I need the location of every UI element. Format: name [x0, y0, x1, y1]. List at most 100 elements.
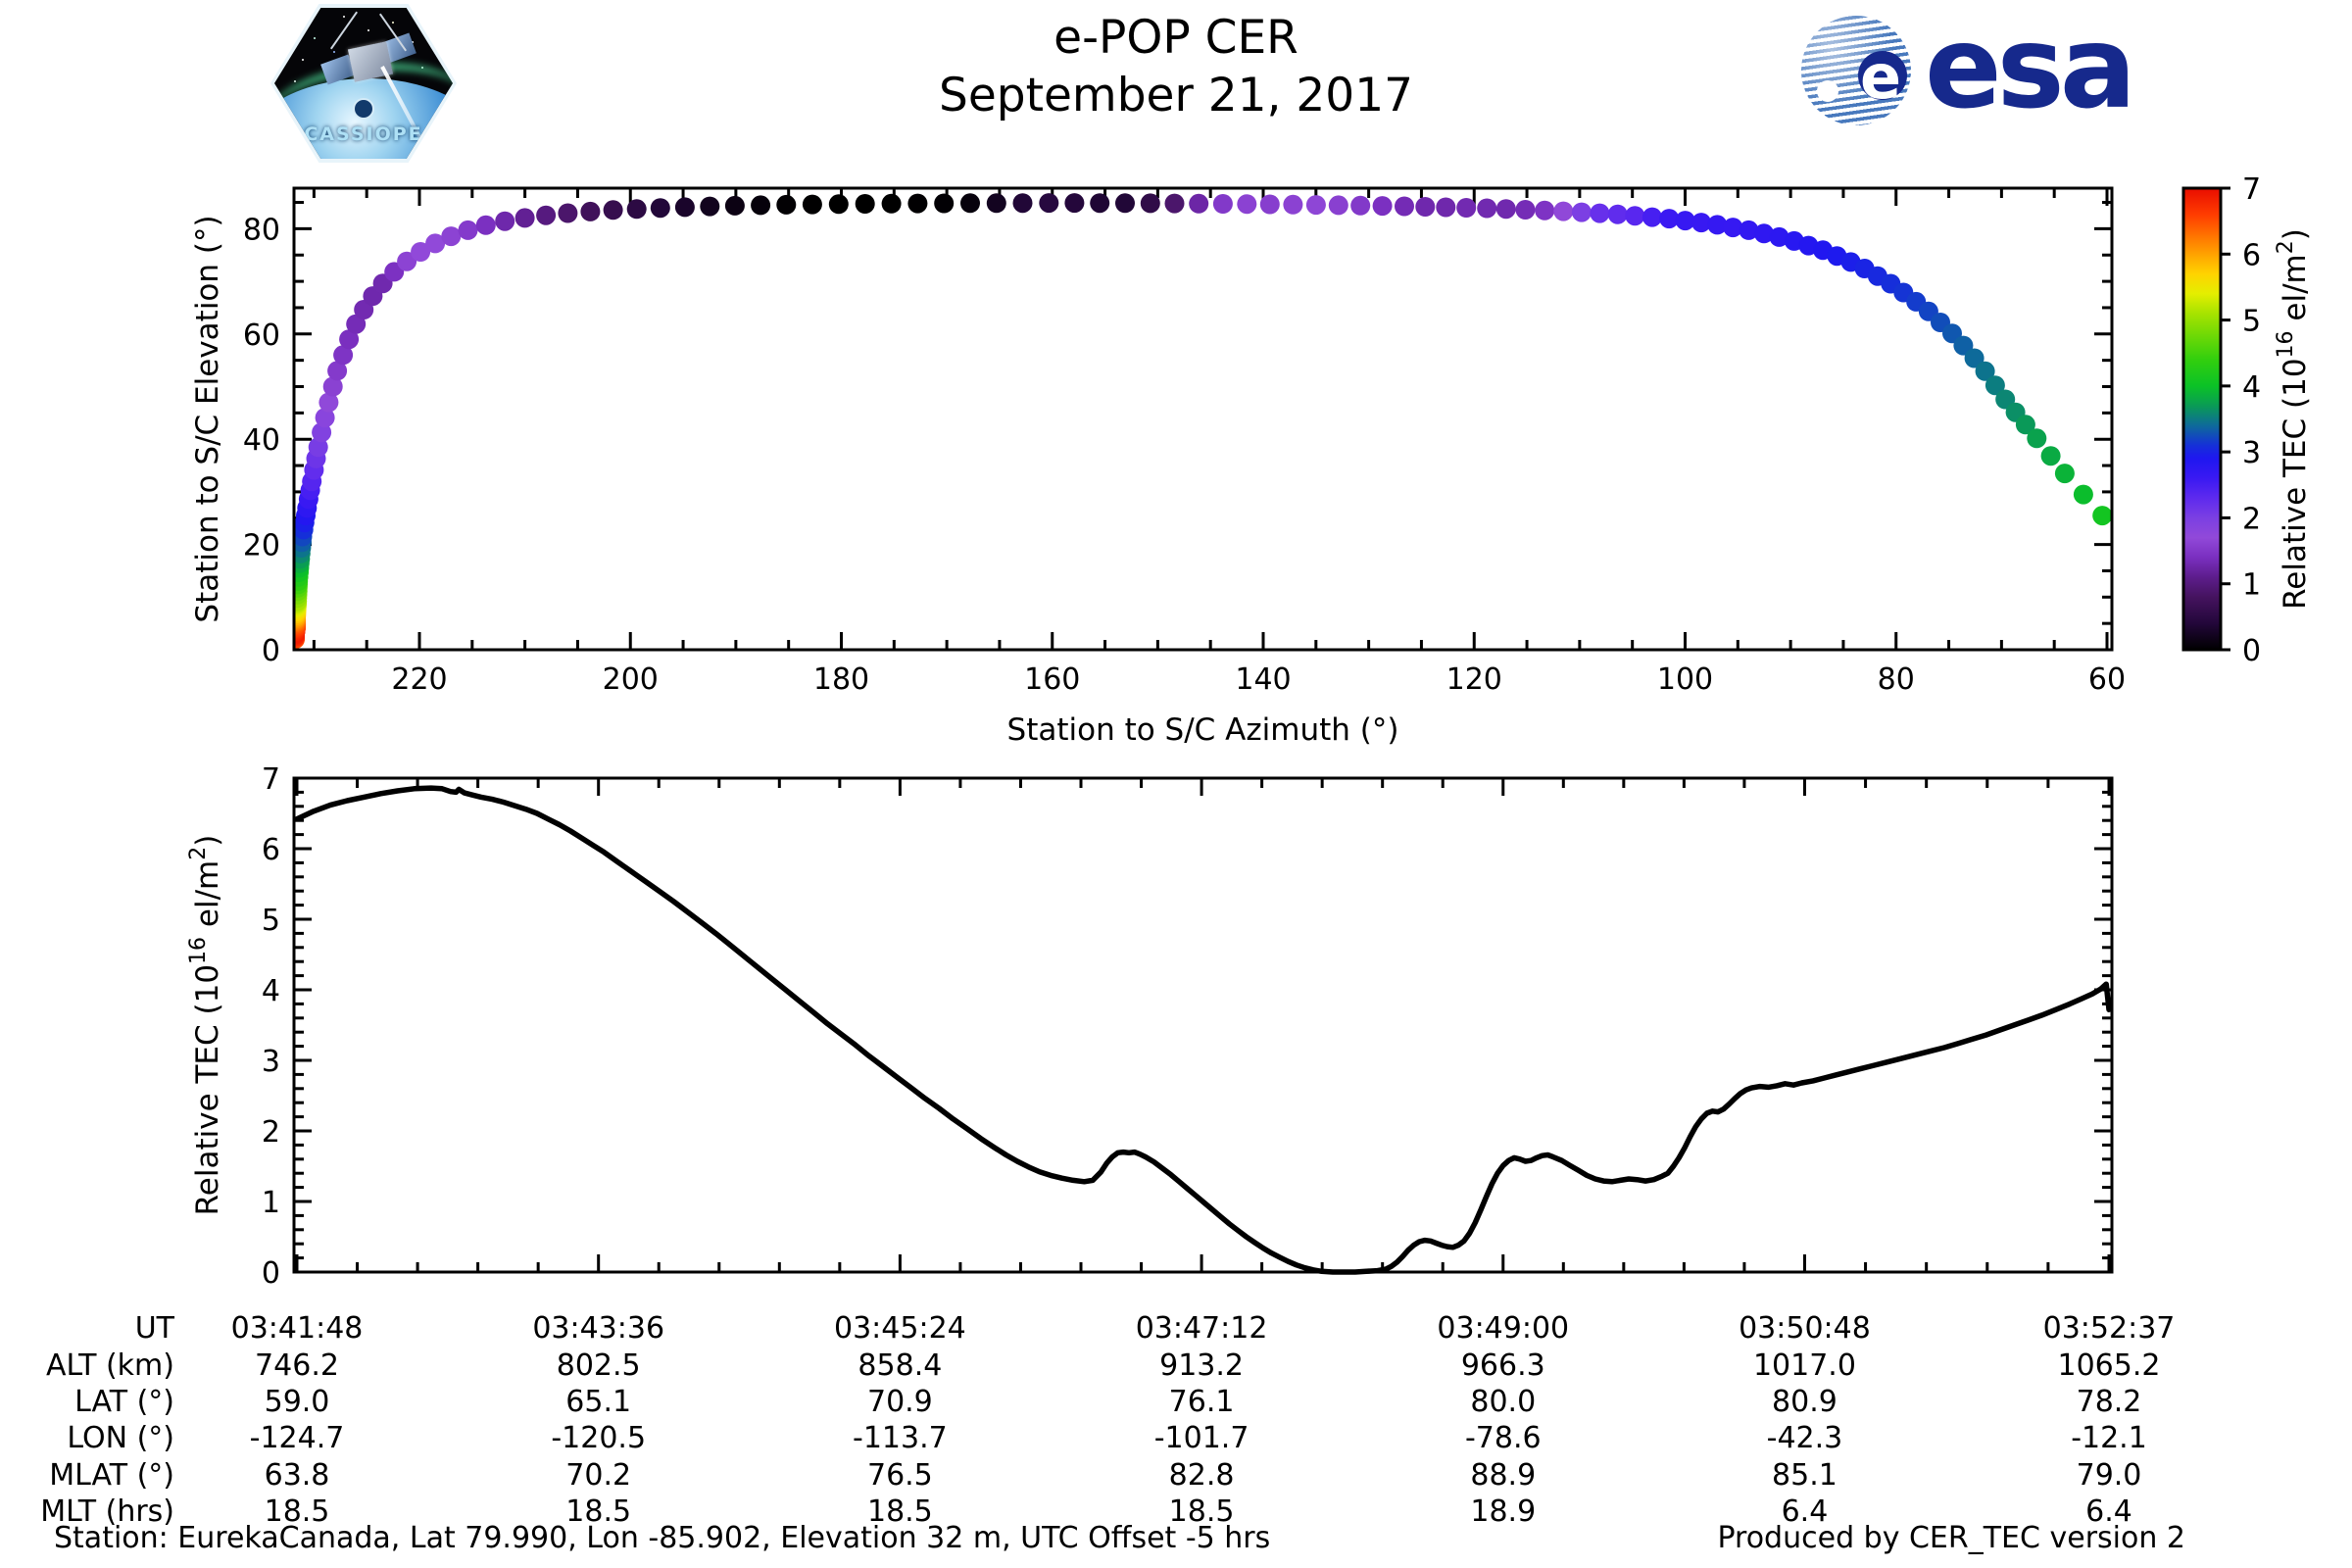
table-cell-mlat: 76.5: [866, 1458, 933, 1493]
scatter-point: [1975, 361, 1995, 381]
colorbar-tick-label: 2: [2242, 502, 2261, 536]
scatter-point: [1739, 220, 1759, 240]
table-cell-mlt: 18.5: [264, 1494, 330, 1529]
y-tick-label: 60: [243, 318, 280, 353]
colorbar-tick-label: 4: [2242, 370, 2261, 405]
scatter-point: [960, 193, 980, 214]
table-cell-mlat: 70.2: [565, 1458, 632, 1493]
table-cell-lon: -124.7: [249, 1421, 345, 1455]
scatter-point: [1189, 193, 1209, 214]
scatter-point: [514, 208, 535, 228]
scatter-point: [1571, 202, 1592, 222]
table-cell-lat: 80.0: [1470, 1385, 1537, 1419]
top-plot: 220 200 180 160 140 120 100 80 60 0 20 40 60 80 Statio…: [190, 186, 2126, 748]
colorbar-tick-label: 3: [2242, 436, 2261, 470]
scatter-points: [295, 193, 2111, 649]
scatter-point: [1659, 209, 1680, 229]
scatter-point: [1964, 348, 1984, 368]
scatter-point: [1115, 193, 1135, 214]
scatter-point: [1607, 204, 1628, 224]
scatter-point: [1212, 194, 1233, 214]
colorbar-tick-label: 0: [2242, 634, 2261, 668]
table-cell-lat: 76.1: [1168, 1385, 1235, 1419]
scatter-point: [333, 345, 354, 366]
table-cell-lat: 78.2: [2076, 1385, 2142, 1419]
scatter-point: [1164, 193, 1185, 214]
table-cell-alt: 966.3: [1460, 1348, 1545, 1383]
scatter-point: [2040, 446, 2061, 466]
table-cell-lat: 59.0: [264, 1385, 330, 1419]
scatter-point: [802, 194, 822, 215]
table-cell-ut: 03:43:36: [532, 1311, 665, 1346]
table-cell-mlat: 63.8: [264, 1458, 330, 1493]
y-tick-label: 1: [262, 1186, 280, 1220]
scatter-point: [2054, 464, 2075, 484]
scatter-point: [1535, 200, 1555, 220]
x-tick-label: 180: [813, 662, 869, 697]
tec-curve: [294, 785, 2112, 1275]
colorbar-tick-label: 6: [2242, 238, 2261, 272]
table-cell-ut: 03:50:48: [1739, 1311, 1871, 1346]
scatter-point: [318, 392, 339, 413]
x-tick-label: 200: [603, 662, 659, 697]
table-cell-mlt: 18.5: [1168, 1494, 1235, 1529]
table-cell-lon: -78.6: [1464, 1421, 1542, 1455]
table-cell-mlt: 18.5: [866, 1494, 933, 1529]
scatter-point: [558, 203, 578, 223]
top-xaxis-label: Station to S/C Azimuth (°): [1007, 712, 1399, 748]
scatter-point: [458, 220, 478, 240]
table-cell-alt: 858.4: [858, 1348, 943, 1383]
cassiope-mission-patch: CASSIOPE: [270, 4, 457, 163]
table-cell-mlat: 88.9: [1470, 1458, 1537, 1493]
scatter-point: [1305, 195, 1326, 216]
scatter-point: [327, 361, 348, 381]
scatter-point: [724, 195, 745, 216]
scatter-point: [1642, 207, 1662, 227]
scatter-point: [322, 376, 343, 397]
scatter-point: [1691, 213, 1711, 233]
table-cell-lon: -101.7: [1153, 1421, 1250, 1455]
table-cell-mlat: 85.1: [1772, 1458, 1838, 1493]
colorbar-tick-label: 1: [2242, 568, 2261, 603]
scatter-point: [1515, 200, 1536, 220]
scatter-point: [1553, 201, 1574, 221]
x-tick-label: 160: [1024, 662, 1080, 697]
scatter-point: [1723, 218, 1743, 238]
table-row-label: LAT (°): [74, 1385, 174, 1419]
y-tick-label: 4: [262, 974, 280, 1008]
top-plot-border: [292, 186, 2114, 652]
table-cell-mlt: 18.5: [565, 1494, 632, 1529]
table-cell-lat: 70.9: [866, 1385, 933, 1419]
x-tick-label: 120: [1446, 662, 1502, 697]
y-tick-label: 2: [262, 1115, 280, 1150]
scatter-point: [536, 205, 557, 225]
table-cell-lon: -113.7: [853, 1421, 948, 1455]
bottom-plot-ticks: [294, 776, 2112, 1274]
page-title: e-POP CER September 21, 2017: [939, 10, 1413, 125]
scatter-point: [1012, 193, 1033, 214]
x-tick-label: 80: [1878, 662, 1915, 697]
table-cell-lon: -12.1: [2071, 1421, 2147, 1455]
y-tick-label: 6: [262, 833, 280, 867]
scatter-point: [425, 233, 446, 254]
table-cell-ut: 03:45:24: [834, 1311, 966, 1346]
scatter-point: [1415, 197, 1436, 217]
esa-globe-icon: [1801, 16, 1911, 125]
table-cell-mlt: 6.4: [2085, 1494, 2132, 1529]
x-tick-label: 100: [1657, 662, 1713, 697]
top-plot-ticks: [294, 188, 2112, 652]
y-tick-label: 20: [243, 529, 280, 564]
scatter-point: [1675, 211, 1695, 231]
y-tick-label: 3: [262, 1045, 280, 1079]
scatter-point: [934, 193, 955, 214]
x-tick-label: 220: [391, 662, 447, 697]
colorbar-tick-label: 7: [2242, 172, 2261, 207]
scatter-point: [580, 201, 601, 221]
table-row-label: LON (°): [67, 1421, 174, 1455]
scatter-point: [1754, 223, 1774, 244]
scatter-point: [411, 242, 431, 262]
scatter-point: [2015, 415, 2035, 435]
scatter-point: [1590, 203, 1610, 223]
table-row-label: ALT (km): [46, 1348, 174, 1383]
scatter-point: [626, 199, 647, 220]
